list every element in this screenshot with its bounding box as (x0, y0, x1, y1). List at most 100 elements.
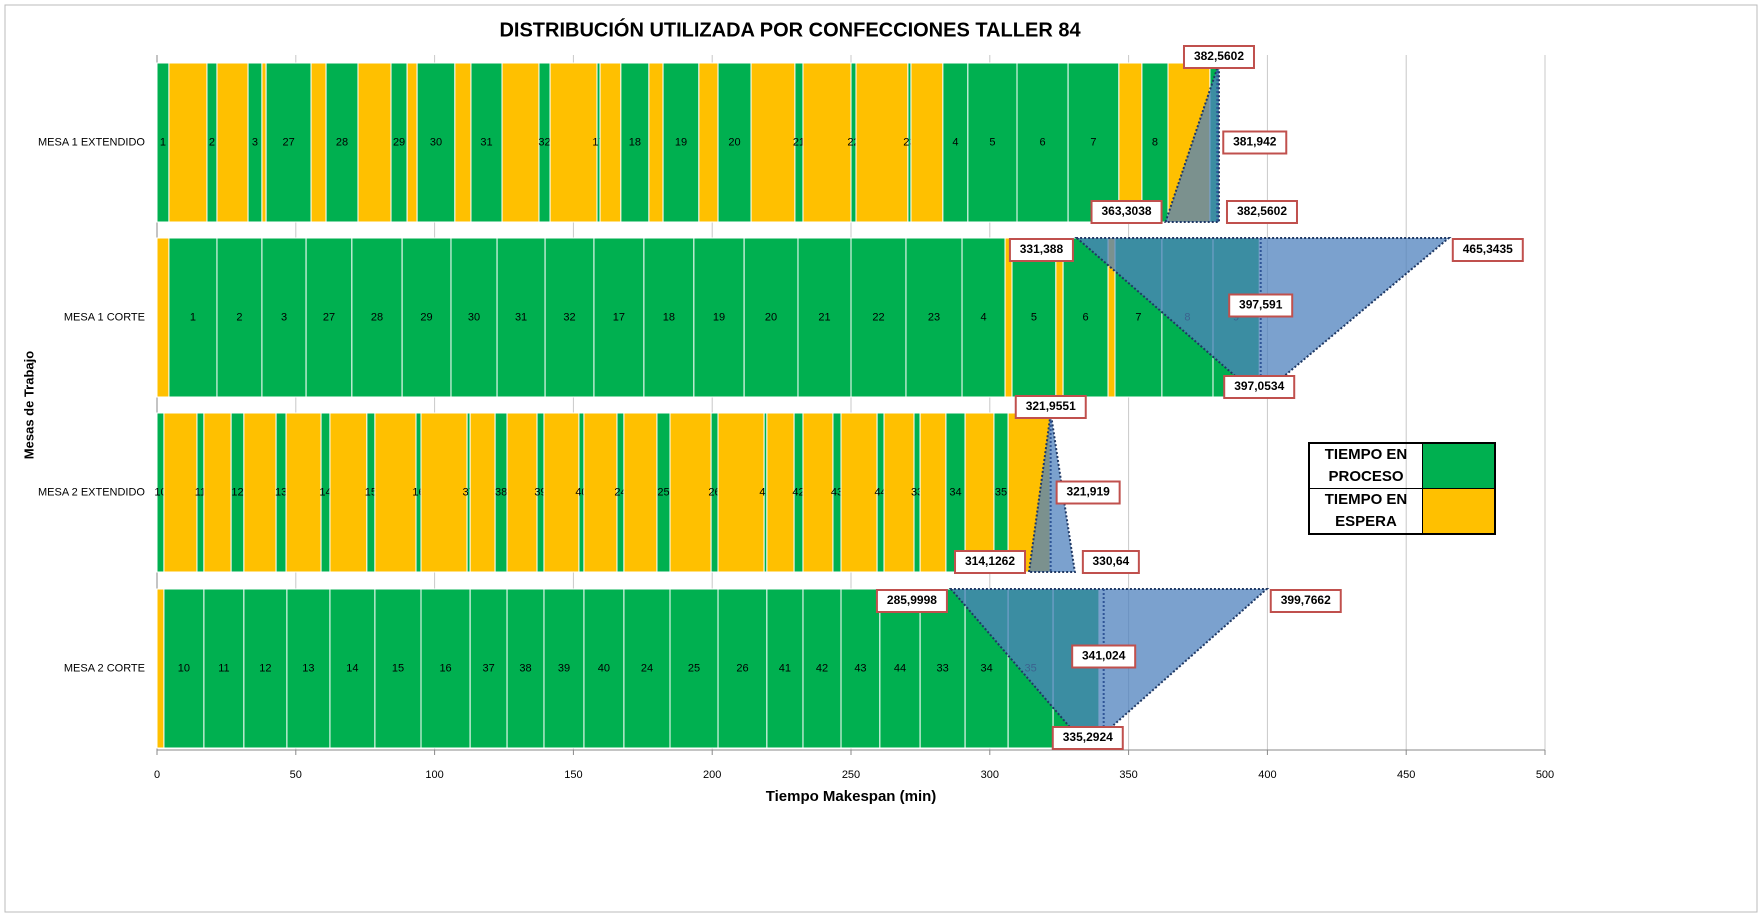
job-label: 7 (1135, 311, 1141, 323)
value-label-box (1222, 130, 1288, 155)
value-label-box (954, 550, 1027, 574)
job-label: 28 (371, 311, 383, 323)
value-label: 341,024 (1082, 649, 1126, 663)
segment (168, 62, 208, 223)
job-label: 18 (629, 136, 641, 148)
segment (549, 62, 598, 223)
value-label-box (1055, 480, 1121, 505)
job-label: 3 (252, 136, 258, 148)
segment (583, 588, 625, 749)
segment (416, 62, 456, 223)
job-label: 29 (393, 136, 405, 148)
job-label: 6 (1039, 136, 1045, 148)
segment (919, 412, 947, 573)
legend-row: TIEMPO EN ESPERA (1308, 488, 1496, 535)
job-label: 41 (779, 662, 791, 674)
value-label: 399,7662 (1281, 593, 1331, 607)
value-label: 397,591 (1239, 298, 1283, 312)
job-label: 4 (980, 311, 986, 323)
job-label: 22 (872, 311, 884, 323)
segment (583, 412, 618, 573)
job-label: 21 (793, 136, 805, 148)
segment (620, 62, 650, 223)
value-label: 331,388 (1020, 242, 1064, 256)
x-tick-label: 300 (981, 769, 999, 781)
job-label: 1 (160, 136, 166, 148)
job-label: 30 (430, 136, 442, 148)
segment (593, 237, 645, 398)
job-label: 32 (563, 311, 575, 323)
x-tick-label: 400 (1258, 769, 1276, 781)
value-label-box (1451, 238, 1524, 262)
value-label: 382,5602 (1194, 49, 1244, 63)
job-label: 25 (657, 486, 669, 498)
row-label: MESA 2 CORTE (64, 662, 145, 674)
job-label: 44 (894, 662, 906, 674)
job-label: 13 (275, 486, 287, 498)
value-label: 285,9998 (887, 593, 937, 607)
segment (669, 588, 719, 749)
segment (840, 412, 878, 573)
value-label-box (1090, 200, 1163, 224)
job-label: 5 (989, 136, 995, 148)
segment (329, 412, 368, 573)
segment (1067, 62, 1120, 223)
segment (163, 588, 205, 749)
job-label: 29 (420, 311, 432, 323)
segment (496, 237, 546, 398)
segment (750, 62, 796, 223)
job-label: 14 (319, 486, 331, 498)
legend-swatch (1422, 442, 1496, 489)
segment (506, 412, 538, 573)
legend-label: TIEMPO EN ESPERA (1308, 488, 1423, 535)
segment (669, 412, 712, 573)
value-label: 465,3435 (1463, 242, 1513, 256)
value-label: 397,0534 (1234, 379, 1284, 393)
segment (802, 412, 834, 573)
segment (374, 412, 417, 573)
segment (855, 62, 909, 223)
job-label: 13 (302, 662, 314, 674)
row-label: MESA 2 EXTENDIDO (38, 486, 145, 498)
job-label: 28 (336, 136, 348, 148)
y-axis-title: Mesas de Trabajo (21, 351, 36, 459)
x-tick-label: 350 (1119, 769, 1137, 781)
job-label: 38 (519, 662, 531, 674)
segment (203, 412, 232, 573)
segment (802, 588, 842, 749)
segment (216, 62, 249, 223)
segment (357, 62, 392, 223)
job-label: 27 (323, 311, 335, 323)
value-label-box (1228, 293, 1294, 318)
segment (662, 62, 700, 223)
job-label: 37 (482, 662, 494, 674)
legend-row: TIEMPO EN PROCESO (1308, 442, 1496, 489)
legend-swatch (1422, 488, 1496, 535)
segment (506, 588, 545, 749)
job-label: 8 (1152, 136, 1158, 148)
x-tick-label: 100 (425, 769, 443, 781)
value-label-box (1071, 644, 1137, 669)
job-label: 26 (736, 662, 748, 674)
segment (469, 588, 508, 749)
segment (243, 412, 277, 573)
job-label: 7 (1090, 136, 1096, 148)
value-label-box (1182, 45, 1255, 69)
segment (964, 412, 995, 573)
value-label: 335,2924 (1063, 730, 1113, 744)
segment (450, 237, 498, 398)
job-label: 4 (952, 136, 958, 148)
value-label: 321,9551 (1026, 399, 1076, 413)
segment (261, 62, 267, 223)
segment (643, 237, 695, 398)
job-label: 10 (178, 662, 190, 674)
value-label-box (1051, 726, 1124, 750)
segment (286, 588, 331, 749)
segment (243, 588, 288, 749)
job-label: 17 (613, 311, 625, 323)
segment (329, 588, 376, 749)
job-label: 3 (281, 311, 287, 323)
job-label: 11 (195, 486, 206, 498)
